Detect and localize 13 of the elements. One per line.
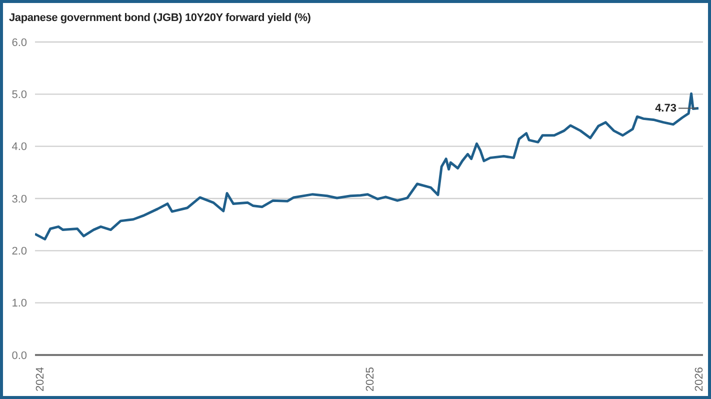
line-series (35, 92, 700, 240)
y-tick-label: 1.0 (12, 298, 27, 310)
y-tick-label: 3.0 (12, 193, 27, 206)
x-tick-label: 2025 (364, 367, 376, 392)
x-tick-label: 2026 (693, 367, 706, 392)
y-tick-label: 0.0 (12, 350, 27, 362)
y-tick-label: 6.0 (12, 36, 27, 49)
y-tick-label: 2.0 (12, 246, 27, 258)
x-tick-label: 2024 (34, 367, 46, 392)
y-tick-label: 4.0 (12, 141, 27, 154)
annotation: 4.73 (655, 102, 676, 114)
chart-title: Japanese government bond (JGB) 10Y20Y forward yield (%) (9, 12, 311, 24)
y-tick-label: 5.0 (12, 89, 27, 102)
